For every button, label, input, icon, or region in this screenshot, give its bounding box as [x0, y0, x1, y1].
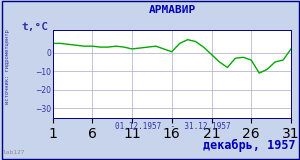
Text: декабрь, 1957: декабрь, 1957	[203, 139, 296, 152]
Text: источник: гидрометцентр: источник: гидрометцентр	[5, 29, 10, 104]
Text: 01.12.1957  -  31.12.1957: 01.12.1957 - 31.12.1957	[115, 122, 230, 131]
Text: АРМАВИР: АРМАВИР	[149, 5, 196, 15]
Text: t,°C: t,°C	[22, 22, 49, 32]
Text: lab127: lab127	[3, 150, 26, 155]
